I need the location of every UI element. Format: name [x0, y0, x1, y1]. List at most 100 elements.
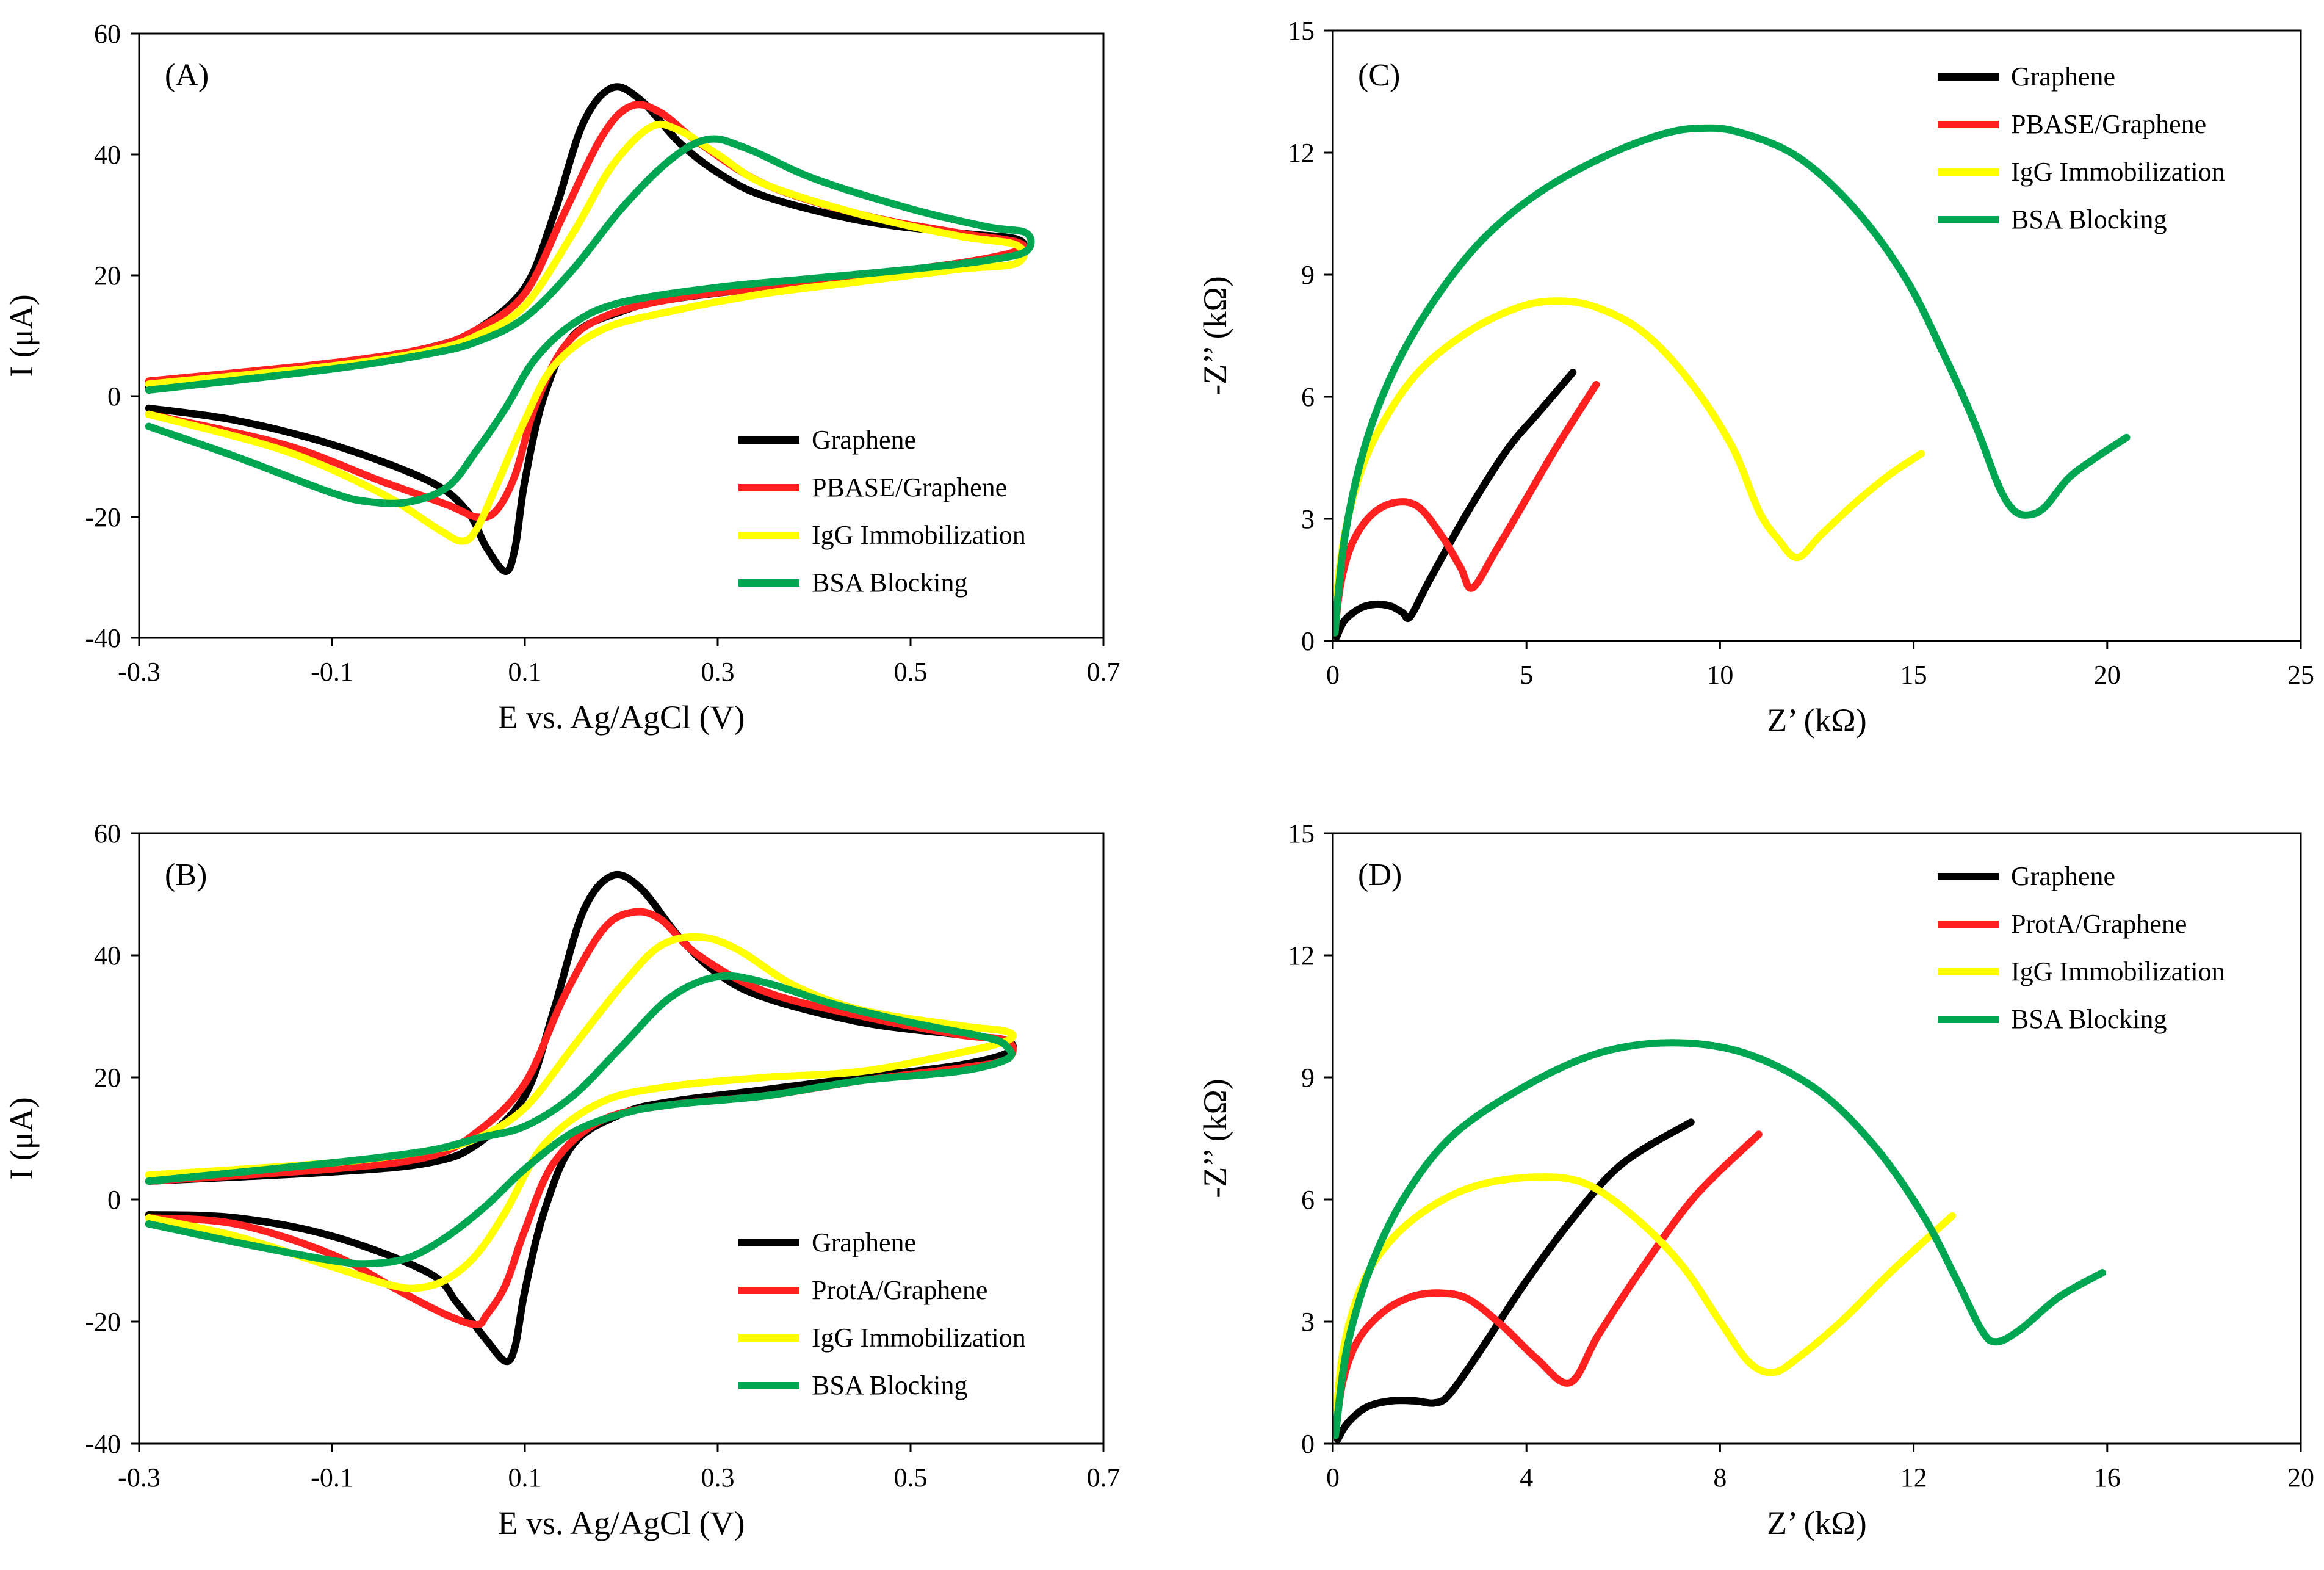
- y-tick-label: -20: [85, 1307, 121, 1337]
- legend-label: Graphene: [2011, 861, 2115, 891]
- series-line-bsa-blocking: [1333, 124, 2131, 637]
- y-axis-title: I (μA): [3, 1097, 40, 1179]
- legend-label: IgG Immobilization: [2011, 957, 2225, 986]
- legend: Graphene PBASE/Graphene IgG Immobilization…: [1938, 62, 2225, 234]
- legend-label: BSA Blocking: [812, 1370, 968, 1400]
- y-tick-label: 0: [107, 382, 121, 411]
- series-line-graphene: [1333, 1118, 1695, 1444]
- series-line-graphene: [1333, 369, 1577, 641]
- series-group: [145, 870, 1017, 1366]
- series-line-bsa-blocking: [145, 135, 1035, 507]
- x-tick-label: 0.1: [508, 657, 542, 687]
- y-tick-label: 20: [94, 261, 121, 291]
- series-line-prota-graphene: [1333, 1130, 1763, 1439]
- y-tick-label: 0: [1301, 626, 1315, 656]
- x-tick-label: 20: [2287, 1463, 2314, 1492]
- series-group: [145, 83, 1035, 576]
- series-line-prota-graphene: [145, 908, 1017, 1328]
- y-tick-label: 3: [1301, 1307, 1315, 1337]
- y-axis-title: I (μA): [3, 294, 40, 377]
- legend-label: ProtA/Graphene: [812, 1275, 987, 1305]
- y-tick-label: 60: [94, 19, 121, 49]
- legend-label: PBASE/Graphene: [2011, 109, 2206, 139]
- x-axis-title: Z’ (kΩ): [1767, 1505, 1867, 1541]
- x-tick-label: 20: [2094, 660, 2121, 690]
- series-group: [1333, 1039, 2106, 1444]
- x-tick-label: -0.3: [118, 657, 161, 687]
- x-tick-label: 0: [1326, 1463, 1340, 1492]
- legend-label: PBASE/Graphene: [812, 472, 1007, 502]
- chart-panel-a: -0.3 -0.1 0.1 0.3 0.5 0.7 60 40 20 0 -20 -40 E vs. A…: [3, 19, 1120, 736]
- legend-label: Graphene: [812, 425, 916, 455]
- plot-frame: [1332, 832, 2302, 1445]
- x-tick-label: 0.5: [894, 1463, 928, 1492]
- y-tick-label: 3: [1301, 504, 1315, 534]
- x-tick-label: 0.1: [508, 1463, 542, 1492]
- panel-label: (A): [165, 58, 209, 93]
- series-line-pbase-graphene: [1333, 381, 1600, 637]
- y-tick-label: 0: [1301, 1429, 1315, 1459]
- series-line-bsa-blocking: [145, 972, 1016, 1268]
- y-tick-label: 40: [94, 140, 121, 170]
- y-tick-label: -40: [85, 1429, 121, 1459]
- x-tick-label: 0.7: [1087, 1463, 1120, 1492]
- series-line-igg-immobilization: [145, 933, 1017, 1292]
- series-line-igg-immobilization: [1333, 297, 1925, 637]
- y-tick-label: -40: [85, 623, 121, 653]
- x-tick-label: 8: [1713, 1463, 1727, 1492]
- y-tick-label: 12: [1288, 941, 1315, 971]
- y-tick-label: 40: [94, 941, 121, 971]
- x-axis-title: E vs. Ag/AgCl (V): [498, 1505, 745, 1541]
- legend-label: BSA Blocking: [812, 568, 968, 598]
- y-axis-title: -Z’’ (kΩ): [1197, 1079, 1233, 1198]
- y-tick-label: 6: [1301, 1185, 1315, 1215]
- chart-panel-d: 0 4 8 12 16 20 15 12 9 6 3 0 Z’ (kΩ) -Z’’ (kΩ) (D) Grap…: [1197, 819, 2314, 1541]
- x-tick-label: 0.7: [1087, 657, 1120, 687]
- y-tick-label: 15: [1288, 819, 1315, 848]
- series-line-pbase-graphene: [145, 101, 1028, 521]
- x-tick-label: 5: [1520, 660, 1533, 690]
- y-tick-label: 9: [1301, 260, 1315, 290]
- x-tick-label: 0.3: [701, 657, 735, 687]
- panel-label: (B): [165, 858, 207, 892]
- plot-frame: [138, 32, 1105, 639]
- x-tick-label: 25: [2287, 660, 2314, 690]
- chart-panel-c: 0 5 10 15 20 25 15 12 9 6 3 0 Z’ (kΩ) -Z’’ (kΩ) (C) Gra…: [1197, 16, 2314, 739]
- y-tick-label: 15: [1288, 16, 1315, 46]
- y-tick-label: 20: [94, 1063, 121, 1093]
- x-tick-label: 4: [1520, 1463, 1533, 1492]
- y-tick-label: 6: [1301, 382, 1315, 412]
- plot-frame: [1332, 29, 2302, 642]
- x-axis-title: E vs. Ag/AgCl (V): [498, 699, 745, 736]
- series-line-bsa-blocking: [1333, 1039, 2106, 1439]
- y-tick-label: 12: [1288, 138, 1315, 168]
- series-line-igg-immobilization: [145, 120, 1028, 545]
- x-axis-title: Z’ (kΩ): [1767, 702, 1867, 739]
- legend: Graphene ProtA/Graphene IgG Immobilization…: [1938, 861, 2225, 1034]
- x-tick-label: -0.1: [311, 1463, 353, 1492]
- legend-label: Graphene: [812, 1228, 916, 1257]
- x-tick-label: 15: [1900, 660, 1927, 690]
- panel-label: (D): [1358, 858, 1402, 892]
- legend: Graphene ProtA/Graphene IgG Immobilization…: [738, 1228, 1026, 1400]
- x-tick-label: 16: [2094, 1463, 2121, 1492]
- panel-label: (C): [1358, 58, 1400, 93]
- x-tick-label: 10: [1706, 660, 1733, 690]
- y-tick-label: 9: [1301, 1063, 1315, 1093]
- legend-label: BSA Blocking: [2011, 204, 2167, 234]
- y-tick-label: 60: [94, 819, 121, 848]
- chart-panel-b: -0.3 -0.1 0.1 0.3 0.5 0.7 60 40 20 0 -20 -40 E vs. A…: [3, 819, 1120, 1541]
- x-tick-label: 0.3: [701, 1463, 735, 1492]
- legend-label: ProtA/Graphene: [2011, 909, 2187, 939]
- legend-label: Graphene: [2011, 62, 2115, 92]
- legend-label: IgG Immobilization: [812, 520, 1026, 550]
- legend: Graphene PBASE/Graphene IgG Immobilization…: [738, 425, 1026, 598]
- y-tick-label: 0: [107, 1185, 121, 1215]
- legend-label: IgG Immobilization: [812, 1323, 1026, 1353]
- plot-frame: [138, 832, 1105, 1445]
- series-line-igg-immobilization: [1333, 1173, 1956, 1439]
- y-axis-title: -Z’’ (kΩ): [1197, 276, 1233, 396]
- x-tick-label: 0: [1326, 660, 1340, 690]
- x-tick-label: -0.3: [118, 1463, 161, 1492]
